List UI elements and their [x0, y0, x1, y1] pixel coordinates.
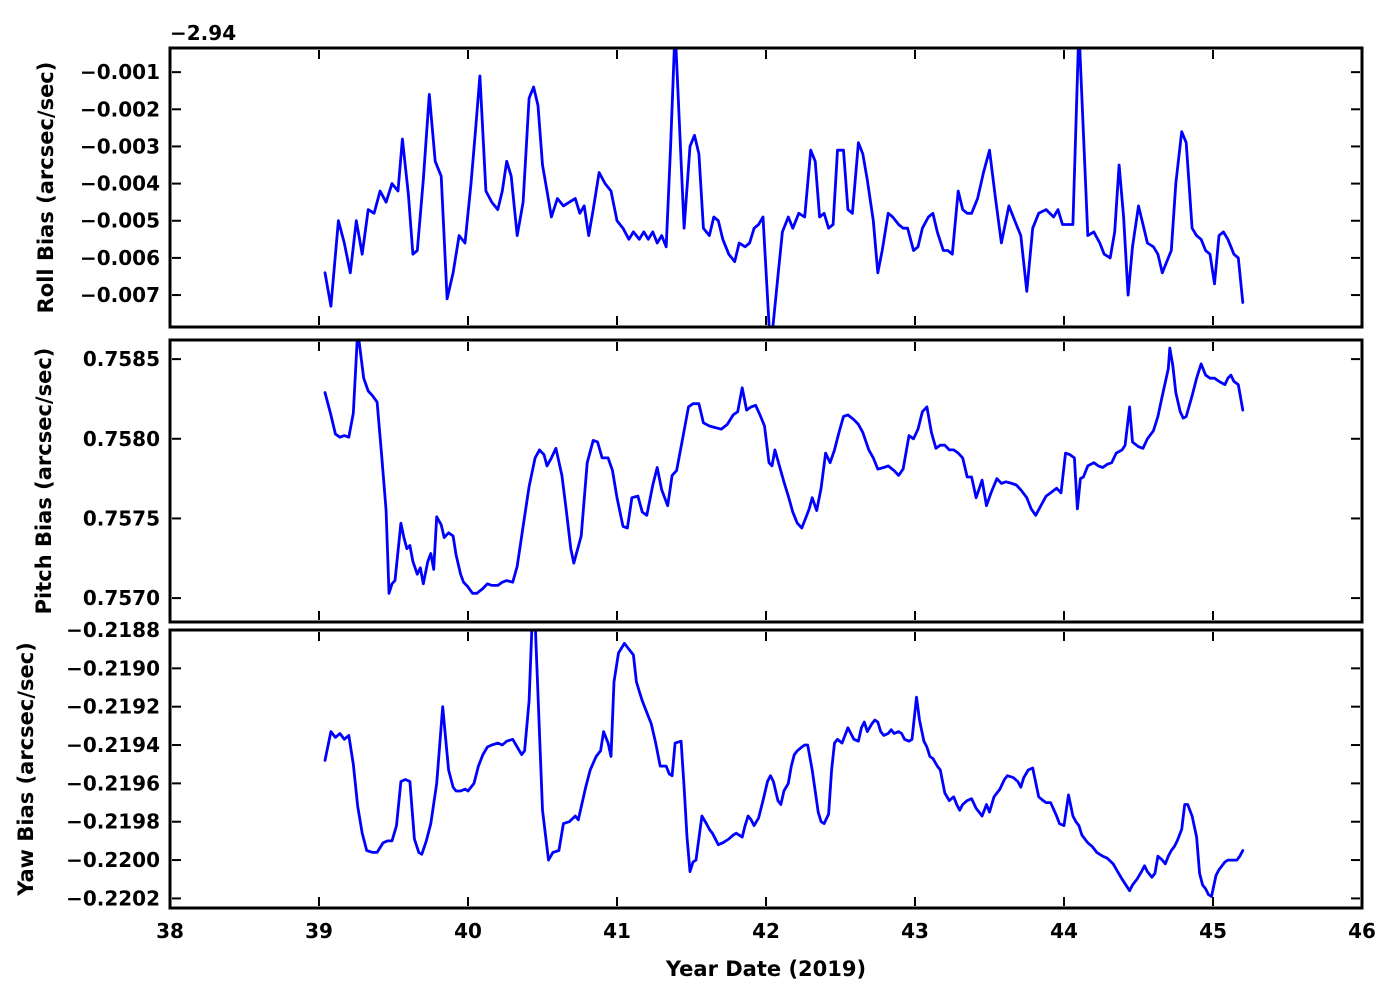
- y-tick-label: 0.7585: [83, 347, 160, 371]
- y-tick-label: −0.006: [80, 246, 160, 270]
- y-tick-label: −0.004: [80, 172, 160, 196]
- y-tick-label: −0.2198: [66, 810, 160, 834]
- pitch-bias-border: [168, 338, 1364, 624]
- pitch-bias-line: [323, 340, 1245, 595]
- roll-y-axis-label: Roll Bias (arcsec/sec): [34, 62, 58, 314]
- y-tick-label: −0.2202: [66, 886, 160, 910]
- yaw-bias-line: [323, 630, 1245, 898]
- roll-axis-offset-text: −2.94: [170, 21, 236, 45]
- y-tick-label: 0.7570: [83, 586, 160, 610]
- roll-bias-border: [168, 46, 1364, 329]
- pitch-bias-panel: 0.7585 0.7580 0.7575 0.7570: [83, 338, 1364, 624]
- y-tick-label: 0.7575: [83, 506, 160, 530]
- y-tick-label: −0.2192: [66, 695, 160, 719]
- x-tick-label: 38: [156, 919, 184, 943]
- x-tick-label: 46: [1348, 919, 1376, 943]
- x-tick-label: 42: [752, 919, 780, 943]
- yaw-y-axis-label: Yaw Bias (arcsec/sec): [14, 642, 38, 897]
- x-axis-label: Year Date (2019): [665, 957, 866, 981]
- y-tick-label: −0.2190: [66, 656, 160, 680]
- roll-bias-line: [323, 48, 1245, 327]
- roll-bias-panel: −0.001 −0.002 −0.003 −0.004 −0.005 −0.006 −0.0…: [80, 46, 1364, 329]
- x-tick-label: 40: [454, 919, 482, 943]
- y-tick-label: −0.2188: [66, 618, 160, 642]
- y-tick-label: −0.005: [80, 209, 160, 233]
- panels: −0.001 −0.002 −0.003 −0.004 −0.005 −0.006 −0.0…: [66, 46, 1376, 943]
- y-tick-label: −0.007: [80, 283, 160, 307]
- y-tick-label: −0.001: [80, 60, 160, 84]
- x-tick-label: 45: [1199, 919, 1227, 943]
- y-tick-label: 0.7580: [83, 427, 160, 451]
- y-tick-label: −0.003: [80, 134, 160, 158]
- y-tick-label: −0.002: [80, 97, 160, 121]
- yaw-bias-border: [168, 628, 1364, 910]
- y-tick-label: −0.2200: [66, 848, 160, 872]
- x-tick-label: 41: [603, 919, 631, 943]
- pitch-y-axis-label: Pitch Bias (arcsec/sec): [32, 348, 56, 615]
- y-tick-label: −0.2196: [66, 771, 160, 795]
- yaw-bias-panel: −0.2188 −0.2190 −0.2192 −0.2194 −0.2196 −0.21…: [66, 618, 1376, 943]
- x-tick-label: 43: [901, 919, 929, 943]
- x-tick-label: 39: [305, 919, 333, 943]
- y-tick-label: −0.2194: [66, 733, 160, 757]
- x-tick-label: 44: [1050, 919, 1078, 943]
